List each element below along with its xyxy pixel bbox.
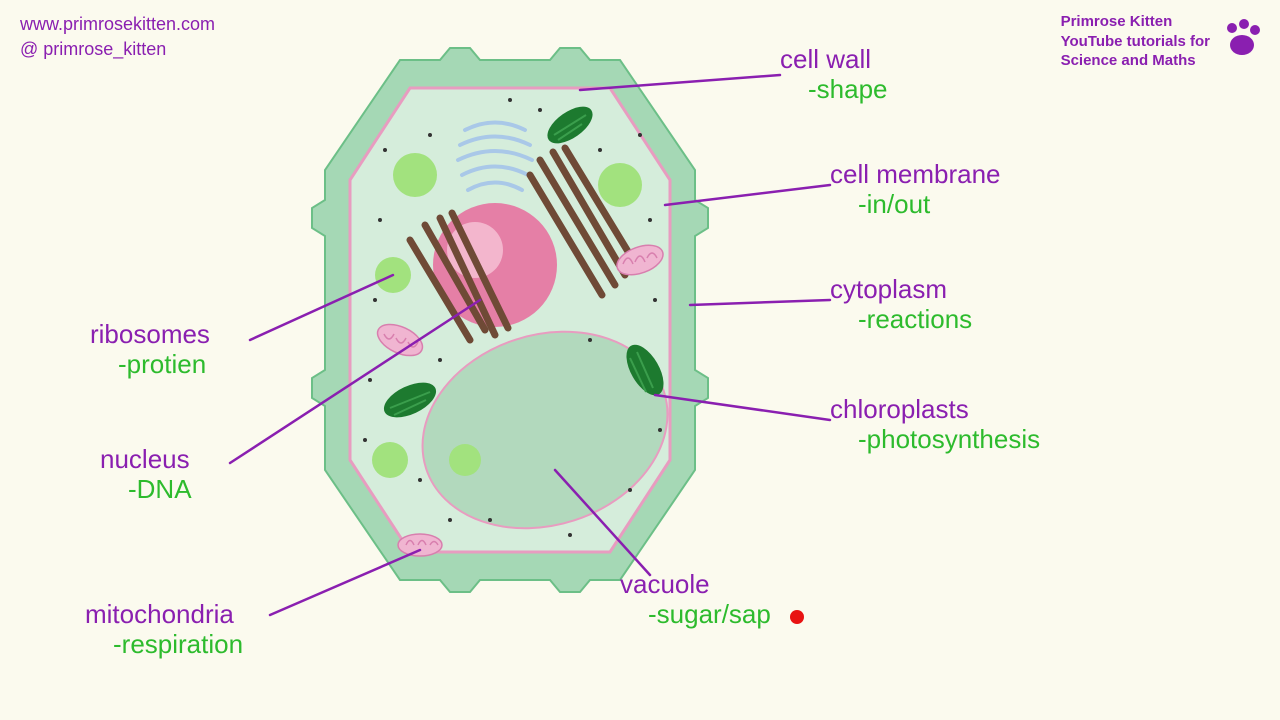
label-function: -photosynthesis	[858, 425, 1040, 455]
label-cell-wall: cell wall-shape	[780, 45, 888, 105]
header-left: www.primrosekitten.com @ primrose_kitten	[20, 12, 215, 62]
label-function: -sugar/sap	[648, 600, 771, 630]
label-name: cell wall	[780, 45, 888, 75]
label-function: -shape	[808, 75, 888, 105]
website-url: www.primrosekitten.com	[20, 12, 215, 37]
label-name: cytoplasm	[830, 275, 972, 305]
label-name: mitochondria	[85, 600, 243, 630]
label-name: nucleus	[100, 445, 192, 475]
label-function: -in/out	[858, 190, 1001, 220]
header-right: Primrose Kitten YouTube tutorials for Sc…	[1061, 12, 1210, 71]
label-chloroplasts: chloroplasts-photosynthesis	[830, 395, 1040, 455]
plant-cell-diagram	[290, 40, 730, 600]
label-vacuole: vacuole-sugar/sap	[620, 570, 771, 630]
brand-line2: YouTube tutorials for	[1061, 32, 1210, 52]
paw-icon	[1222, 18, 1262, 58]
social-handle: @ primrose_kitten	[20, 37, 215, 62]
label-ribosomes: ribosomes-protien	[90, 320, 210, 380]
label-function: -respiration	[113, 630, 243, 660]
label-mitochondria: mitochondria-respiration	[85, 600, 243, 660]
label-function: -reactions	[858, 305, 972, 335]
label-name: cell membrane	[830, 160, 1001, 190]
label-name: vacuole	[620, 570, 771, 600]
cursor-indicator	[790, 610, 804, 624]
brand-line1: Primrose Kitten	[1061, 12, 1210, 32]
label-cytoplasm: cytoplasm-reactions	[830, 275, 972, 335]
label-cell-membrane: cell membrane-in/out	[830, 160, 1001, 220]
brand-line3: Science and Maths	[1061, 51, 1210, 71]
label-function: -protien	[118, 350, 210, 380]
label-name: chloroplasts	[830, 395, 1040, 425]
label-function: -DNA	[128, 475, 192, 505]
label-name: ribosomes	[90, 320, 210, 350]
label-nucleus: nucleus-DNA	[100, 445, 192, 505]
